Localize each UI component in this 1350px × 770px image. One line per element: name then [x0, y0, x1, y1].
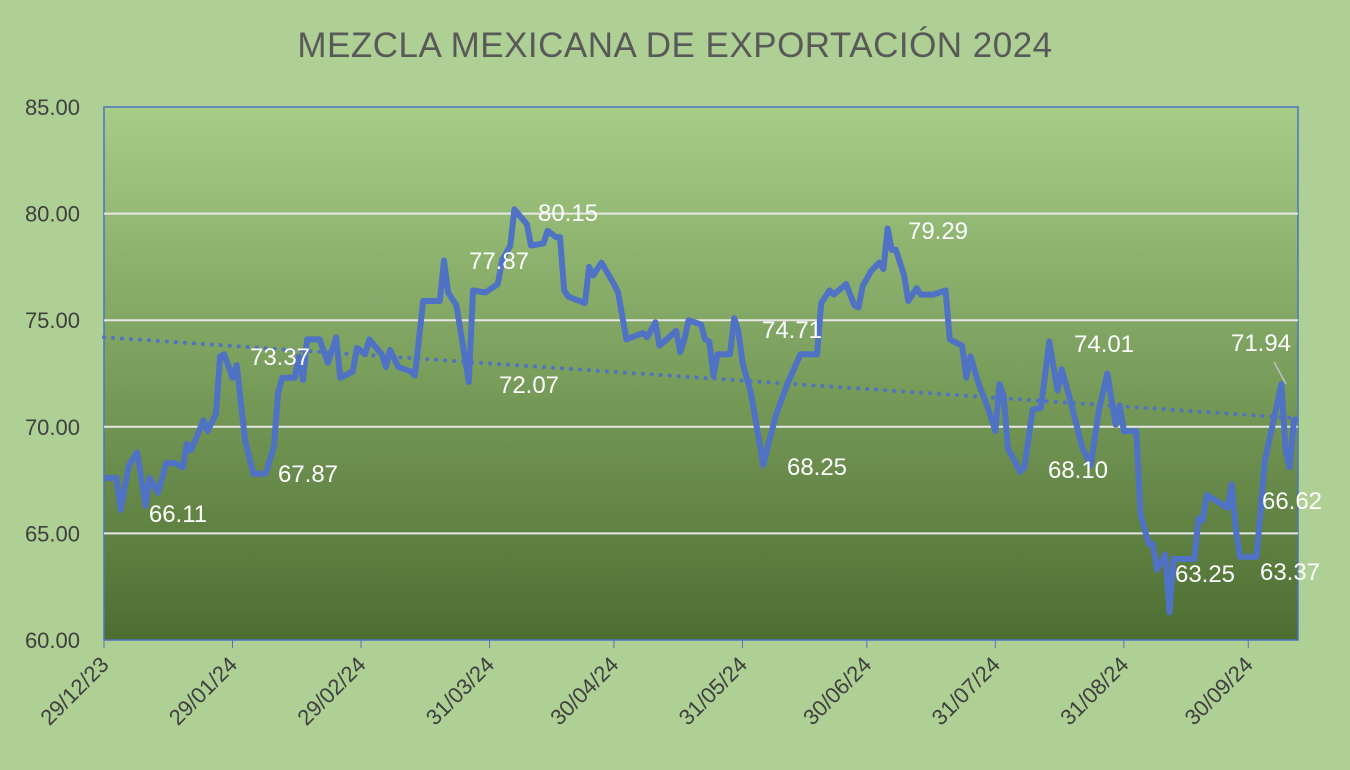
y-tick-label: 85.00	[25, 95, 80, 120]
y-tick-label: 65.00	[25, 521, 80, 546]
x-tick-label: 30/04/24	[545, 652, 623, 730]
data-label: 68.25	[787, 454, 847, 481]
data-label: 71.94	[1231, 330, 1291, 357]
data-label: 68.10	[1048, 457, 1108, 484]
x-tick-label: 29/12/23	[35, 652, 113, 730]
y-tick-label: 75.00	[25, 308, 80, 333]
data-label: 67.87	[278, 461, 338, 488]
chart-title: MEZCLA MEXICANA DE EXPORTACIÓN 2024	[297, 26, 1053, 65]
data-label: 74.71	[762, 317, 822, 344]
data-label: 72.07	[499, 372, 559, 399]
plot-area	[103, 106, 1299, 641]
x-tick-label: 31/08/24	[1055, 652, 1133, 730]
x-tick-label: 30/06/24	[798, 652, 876, 730]
y-tick-label: 80.00	[25, 202, 80, 227]
label-leader-line	[1273, 361, 1287, 385]
y-tick-label: 70.00	[25, 415, 80, 440]
data-label: 66.62	[1262, 488, 1322, 515]
data-label: 74.01	[1074, 331, 1134, 358]
x-tick-label: 31/07/24	[927, 652, 1005, 730]
x-tick-label: 29/02/24	[292, 652, 370, 730]
data-label: 77.87	[469, 248, 529, 275]
data-label: 63.37	[1260, 559, 1320, 586]
data-label: 80.15	[538, 200, 598, 227]
x-tick-label: 31/05/24	[674, 652, 752, 730]
data-label: 73.37	[250, 344, 310, 371]
x-tick-label: 30/09/24	[1180, 652, 1258, 730]
data-label: 79.29	[908, 218, 968, 245]
data-label: 63.25	[1175, 561, 1235, 588]
y-tick-label: 60.00	[25, 628, 80, 653]
x-tick-label: 29/01/24	[164, 652, 242, 730]
x-tick-label: 31/03/24	[421, 652, 499, 730]
data-label: 66.11	[149, 501, 207, 528]
